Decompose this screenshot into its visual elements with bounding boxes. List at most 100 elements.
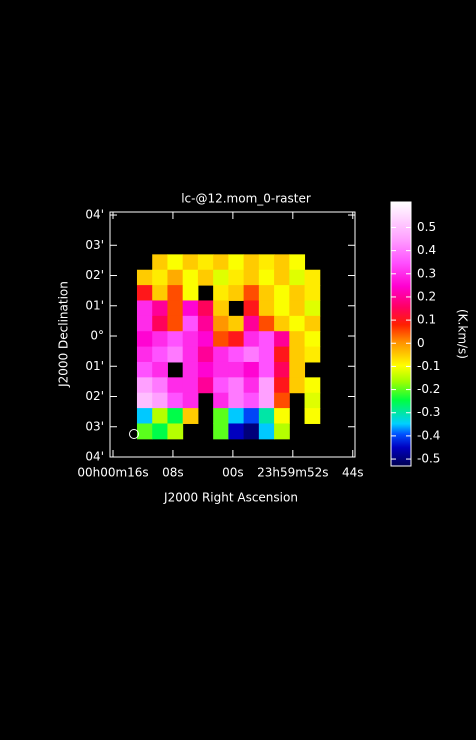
raster-cell bbox=[167, 300, 184, 317]
colorbar-tick-label: -0.2 bbox=[417, 382, 440, 396]
raster-cell bbox=[167, 346, 184, 363]
raster-cell bbox=[197, 377, 214, 394]
raster-cell bbox=[243, 346, 260, 363]
raster-cell bbox=[228, 392, 245, 409]
raster-cell bbox=[228, 254, 245, 271]
colorbar-tick-label: 0.5 bbox=[417, 220, 436, 234]
raster-cell bbox=[228, 346, 245, 363]
raster-cell bbox=[167, 377, 184, 394]
raster-cell bbox=[274, 300, 290, 317]
raster-cell bbox=[182, 361, 199, 378]
raster-cell bbox=[289, 377, 306, 394]
y-tick-label: 03' bbox=[85, 238, 104, 252]
raster-cell bbox=[152, 423, 168, 440]
raster-cell bbox=[258, 269, 275, 286]
colorbar-tick-label: 0.3 bbox=[417, 266, 436, 280]
raster-cell bbox=[228, 285, 245, 301]
raster-cell bbox=[243, 269, 260, 286]
raster-cell bbox=[258, 254, 275, 271]
raster-cell bbox=[304, 408, 321, 424]
raster-cell bbox=[182, 254, 199, 271]
raster-cell bbox=[136, 285, 153, 301]
y-tick-label: 04' bbox=[85, 208, 104, 222]
raster-cell bbox=[213, 269, 229, 286]
y-axis-label: J2000 Declination bbox=[57, 281, 71, 388]
colorbar-tick-label: -0.4 bbox=[417, 428, 440, 442]
raster-cell bbox=[182, 408, 199, 424]
raster-cell bbox=[274, 331, 290, 348]
raster-cell bbox=[167, 269, 184, 286]
colorbar bbox=[390, 201, 412, 467]
raster-cell bbox=[136, 361, 153, 378]
raster-cell bbox=[243, 254, 260, 271]
raster-cell bbox=[304, 315, 321, 332]
raster-cell bbox=[304, 346, 321, 363]
raster-cell bbox=[289, 300, 306, 317]
raster-cell bbox=[167, 392, 184, 409]
y-tick-label: 01' bbox=[85, 359, 104, 373]
raster-cell bbox=[274, 346, 290, 363]
raster-cell bbox=[289, 331, 306, 348]
raster-cell bbox=[304, 285, 321, 301]
raster-cell bbox=[289, 346, 306, 363]
raster-cell bbox=[152, 285, 168, 301]
colorbar-tick-label: 0.2 bbox=[417, 289, 436, 303]
y-tick-label: 0° bbox=[90, 329, 104, 343]
raster-cell bbox=[228, 423, 245, 440]
raster-cell bbox=[152, 377, 168, 394]
raster-cell bbox=[243, 300, 260, 317]
raster-cell bbox=[213, 361, 229, 378]
raster-cell bbox=[136, 346, 153, 363]
raster-cell bbox=[182, 315, 199, 332]
raster-cell bbox=[304, 392, 321, 409]
x-tick-label: 00h00m16s bbox=[77, 466, 148, 480]
raster-cell bbox=[274, 269, 290, 286]
raster-cell bbox=[274, 361, 290, 378]
y-tick-label: 02' bbox=[85, 389, 104, 403]
chart-title: lc-@12.mom_0-raster bbox=[181, 192, 311, 206]
raster-cell bbox=[182, 269, 199, 286]
raster-cell bbox=[289, 361, 306, 378]
x-tick-label: 23h59m52s bbox=[257, 466, 328, 480]
raster-cell bbox=[243, 361, 260, 378]
raster-cell bbox=[182, 331, 199, 348]
raster-cell bbox=[213, 408, 229, 424]
raster-cell bbox=[182, 300, 199, 317]
raster-cell bbox=[182, 377, 199, 394]
raster-cell bbox=[258, 285, 275, 301]
raster-cell bbox=[274, 423, 290, 440]
raster-cell bbox=[152, 346, 168, 363]
raster-cell bbox=[152, 331, 168, 348]
raster-cell bbox=[197, 331, 214, 348]
raster-cell bbox=[152, 269, 168, 286]
raster-cell bbox=[289, 254, 306, 271]
raster-cell bbox=[289, 285, 306, 301]
raster-cell bbox=[258, 315, 275, 332]
raster-cell bbox=[136, 392, 153, 409]
raster-cell bbox=[304, 331, 321, 348]
x-axis-label: J2000 Right Ascension bbox=[163, 491, 298, 505]
y-tick-label: 01' bbox=[85, 298, 104, 312]
raster-cell bbox=[197, 254, 214, 271]
raster-cell bbox=[304, 377, 321, 394]
raster-cell bbox=[228, 361, 245, 378]
raster bbox=[136, 254, 321, 440]
raster-cell bbox=[258, 377, 275, 394]
y-tick-label: 02' bbox=[85, 268, 104, 282]
raster-cell bbox=[136, 315, 153, 332]
raster-cell bbox=[152, 392, 168, 409]
raster-cell bbox=[136, 269, 153, 286]
y-tick-label: 03' bbox=[85, 419, 104, 433]
raster-cell bbox=[152, 361, 168, 378]
raster-cell bbox=[152, 254, 168, 271]
raster-cell bbox=[136, 408, 153, 424]
raster-cell bbox=[243, 408, 260, 424]
raster-cell bbox=[197, 300, 214, 317]
raster-cell bbox=[258, 392, 275, 409]
raster-cell bbox=[243, 377, 260, 394]
raster-cell bbox=[213, 392, 229, 409]
raster-cell bbox=[228, 408, 245, 424]
raster-cell bbox=[136, 423, 153, 440]
